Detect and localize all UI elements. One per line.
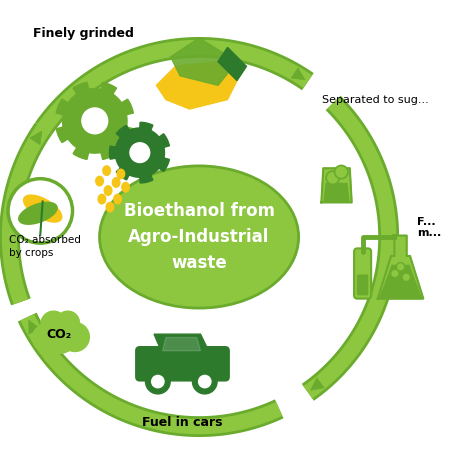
Circle shape — [55, 310, 80, 335]
Polygon shape — [321, 168, 352, 202]
Circle shape — [60, 322, 90, 352]
Polygon shape — [19, 202, 57, 224]
Polygon shape — [380, 265, 421, 299]
Polygon shape — [154, 334, 209, 351]
Ellipse shape — [106, 202, 114, 212]
FancyBboxPatch shape — [357, 274, 368, 295]
FancyBboxPatch shape — [135, 346, 230, 382]
Polygon shape — [156, 62, 237, 109]
Circle shape — [82, 108, 108, 134]
Text: Finely grinded: Finely grinded — [33, 27, 134, 40]
Circle shape — [335, 165, 348, 179]
Ellipse shape — [117, 169, 125, 179]
Circle shape — [32, 324, 60, 352]
Ellipse shape — [122, 182, 129, 192]
Polygon shape — [171, 38, 237, 85]
FancyBboxPatch shape — [354, 248, 371, 299]
Text: Separated to sug...: Separated to sug... — [322, 94, 429, 105]
Polygon shape — [378, 236, 423, 299]
Polygon shape — [324, 183, 349, 201]
Text: Fuel in cars: Fuel in cars — [142, 416, 223, 429]
Text: Bioethanol from
Agro-Industrial
waste: Bioethanol from Agro-Industrial waste — [124, 201, 274, 273]
Circle shape — [8, 179, 73, 243]
Circle shape — [192, 369, 217, 394]
Text: CO₂: CO₂ — [46, 328, 72, 341]
Circle shape — [391, 269, 399, 278]
Polygon shape — [218, 47, 246, 81]
Ellipse shape — [100, 166, 299, 308]
Ellipse shape — [103, 166, 110, 175]
Circle shape — [130, 143, 150, 163]
Circle shape — [39, 314, 79, 354]
Text: CO₂ absorbed
by crops: CO₂ absorbed by crops — [9, 235, 82, 258]
Circle shape — [326, 171, 339, 184]
Circle shape — [402, 273, 410, 282]
Ellipse shape — [96, 176, 103, 186]
Text: F...
m...: F... m... — [417, 217, 441, 238]
Circle shape — [40, 310, 67, 337]
Circle shape — [146, 369, 170, 394]
Ellipse shape — [104, 186, 112, 195]
Polygon shape — [24, 195, 62, 222]
Circle shape — [152, 375, 164, 388]
Ellipse shape — [98, 194, 106, 204]
Circle shape — [396, 263, 405, 271]
Polygon shape — [109, 122, 169, 183]
Ellipse shape — [112, 178, 120, 187]
Polygon shape — [163, 337, 201, 351]
Polygon shape — [56, 82, 133, 159]
Circle shape — [199, 375, 211, 388]
Ellipse shape — [114, 194, 121, 204]
